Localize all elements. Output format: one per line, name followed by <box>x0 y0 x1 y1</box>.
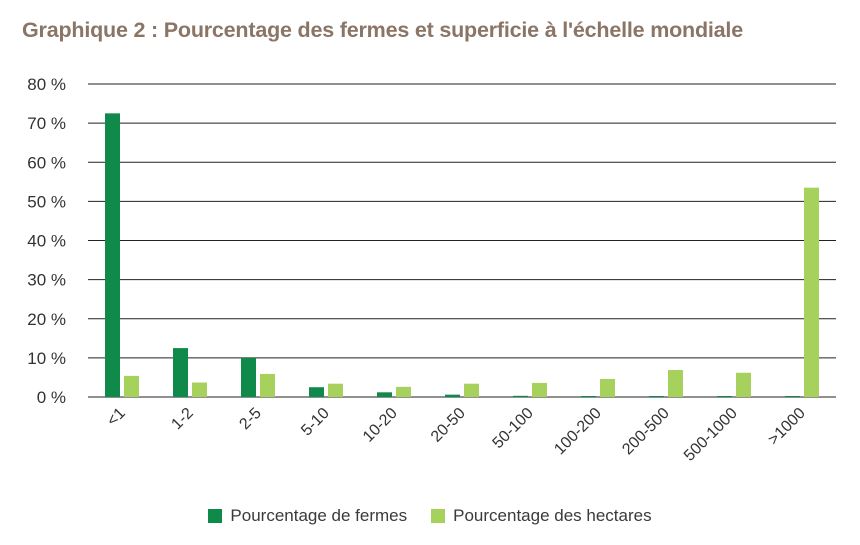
x-tick-label: 5-10 <box>298 405 333 440</box>
bar-hectares <box>532 382 547 397</box>
legend-swatch-hectares <box>431 509 446 523</box>
x-tick-label: 500-1000 <box>681 405 741 465</box>
bar-fermes <box>377 392 392 397</box>
chart-title: Graphique 2 : Pourcentage des fermes et … <box>22 18 743 42</box>
bar-fermes <box>581 396 596 397</box>
x-tick-label: >1000 <box>765 405 809 449</box>
bar-fermes <box>445 394 460 397</box>
x-tick-label: 100-200 <box>551 405 605 459</box>
y-tick-label: 40 % <box>27 232 66 251</box>
bar-fermes <box>513 395 528 397</box>
y-tick-label: 50 % <box>27 192 66 211</box>
y-tick-label: 60 % <box>27 153 66 172</box>
bar-fermes <box>785 396 800 397</box>
y-tick-label: 30 % <box>27 271 66 290</box>
x-tick-label: 200-500 <box>619 405 673 459</box>
bar-hectares <box>192 382 207 397</box>
bar-hectares <box>600 379 615 397</box>
x-tick-label: 20-50 <box>428 405 469 446</box>
bar-hectares <box>328 383 343 397</box>
legend-swatch-fermes <box>208 509 223 523</box>
bar-fermes <box>309 387 324 397</box>
y-tick-label: 80 % <box>27 75 66 94</box>
y-tick-label: 0 % <box>37 388 66 407</box>
bar-hectares <box>260 373 275 397</box>
y-tick-label: 70 % <box>27 114 66 133</box>
legend-item-hectares: Pourcentage des hectares <box>431 506 652 526</box>
y-tick-label: 10 % <box>27 349 66 368</box>
legend-item-fermes: Pourcentage de fermes <box>208 506 407 526</box>
bar-hectares <box>124 375 139 397</box>
x-tick-label: 1-2 <box>168 405 196 433</box>
legend-label-hectares: Pourcentage des hectares <box>453 506 652 525</box>
bar-hectares <box>736 372 751 397</box>
bar-hectares <box>464 383 479 397</box>
bar-hectares <box>804 187 819 397</box>
bar-hectares <box>668 370 683 397</box>
legend-label-fermes: Pourcentage de fermes <box>230 506 408 525</box>
bar-fermes <box>105 113 120 397</box>
x-tick-label: 10-20 <box>360 405 401 446</box>
x-tick-label: <1 <box>104 405 129 430</box>
bar-fermes <box>717 396 732 397</box>
bar-fermes <box>241 357 256 397</box>
bar-fermes <box>649 396 664 397</box>
y-tick-label: 20 % <box>27 310 66 329</box>
x-tick-label: 2-5 <box>236 405 264 433</box>
bar-fermes <box>173 348 188 397</box>
x-tick-label: 50-100 <box>490 405 537 452</box>
bar-hectares <box>396 386 411 397</box>
legend: Pourcentage de fermes Pourcentage des he… <box>0 506 860 526</box>
